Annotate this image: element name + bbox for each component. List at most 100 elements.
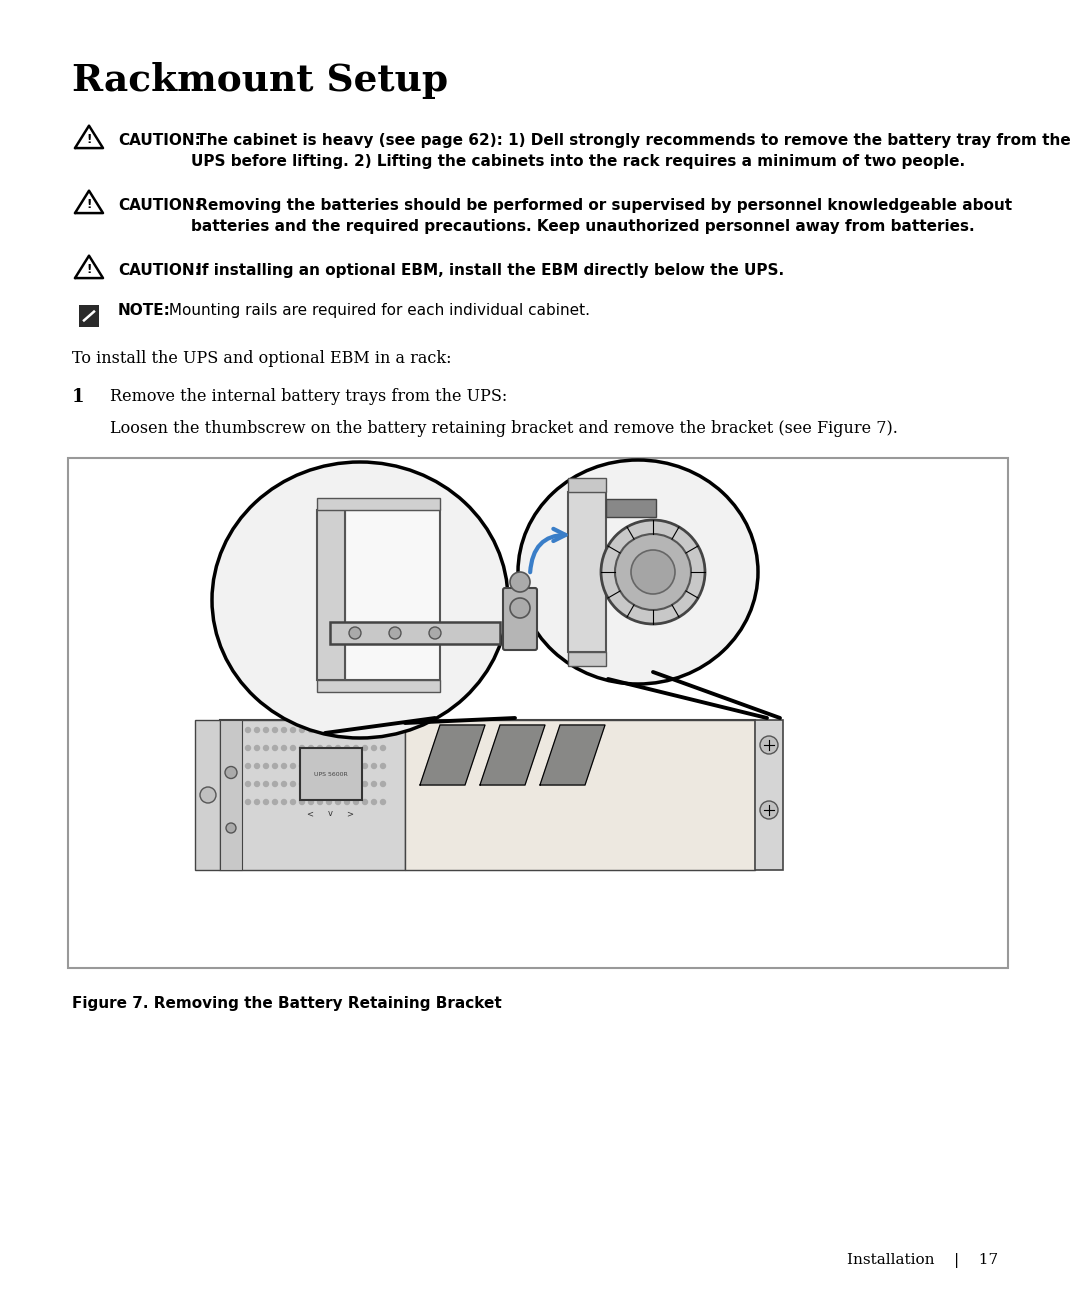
Circle shape [291,764,296,768]
Circle shape [380,728,386,733]
Text: Figure 7. Removing the Battery Retaining Bracket: Figure 7. Removing the Battery Retaining… [72,996,502,1011]
Circle shape [429,627,441,638]
Circle shape [363,799,367,804]
Circle shape [345,746,350,751]
Circle shape [326,764,332,768]
FancyBboxPatch shape [568,492,606,651]
Circle shape [760,736,778,754]
Circle shape [291,728,296,733]
Text: UPS 5600R: UPS 5600R [314,772,348,777]
Circle shape [282,746,286,751]
Circle shape [264,781,269,786]
FancyArrowPatch shape [530,528,566,572]
Circle shape [282,799,286,804]
Text: !: ! [86,132,92,145]
FancyBboxPatch shape [405,720,755,870]
Circle shape [245,764,251,768]
Text: To install the UPS and optional EBM in a rack:: To install the UPS and optional EBM in a… [72,350,451,366]
Circle shape [600,521,705,624]
Text: Rackmount Setup: Rackmount Setup [72,62,448,98]
Circle shape [255,728,259,733]
Circle shape [353,764,359,768]
Text: !: ! [86,198,92,211]
Polygon shape [75,126,103,148]
Circle shape [631,550,675,594]
Text: Removing the batteries should be performed or supervised by personnel knowledgea: Removing the batteries should be perform… [191,198,1012,234]
Circle shape [326,746,332,751]
Circle shape [353,781,359,786]
Circle shape [291,746,296,751]
Circle shape [272,781,278,786]
FancyBboxPatch shape [68,458,1008,967]
Circle shape [380,764,386,768]
Circle shape [336,746,340,751]
FancyBboxPatch shape [195,720,220,870]
Text: >: > [347,809,353,818]
Text: 1: 1 [72,388,84,407]
Circle shape [349,627,361,638]
Text: The cabinet is heavy (see page 62): 1) Dell strongly recommends to remove the ba: The cabinet is heavy (see page 62): 1) D… [191,133,1070,170]
Circle shape [318,764,323,768]
Circle shape [318,728,323,733]
Circle shape [255,764,259,768]
Circle shape [225,767,237,778]
Circle shape [299,746,305,751]
FancyBboxPatch shape [220,720,755,870]
Circle shape [200,787,216,803]
Circle shape [245,728,251,733]
Text: CAUTION:: CAUTION: [118,133,201,148]
Circle shape [353,728,359,733]
Text: !: ! [86,263,92,276]
Circle shape [510,572,530,592]
Circle shape [510,598,530,618]
Circle shape [282,764,286,768]
Text: Remove the internal battery trays from the UPS:: Remove the internal battery trays from t… [110,388,508,405]
Polygon shape [420,725,485,785]
Circle shape [309,799,313,804]
Circle shape [299,728,305,733]
Circle shape [326,781,332,786]
Circle shape [245,781,251,786]
Ellipse shape [212,462,508,738]
Text: <: < [307,809,313,818]
Circle shape [353,746,359,751]
Circle shape [272,746,278,751]
Ellipse shape [518,460,758,684]
Circle shape [291,781,296,786]
Text: CAUTION:: CAUTION: [118,198,201,212]
Circle shape [326,728,332,733]
FancyBboxPatch shape [318,499,440,510]
Circle shape [380,781,386,786]
Circle shape [299,764,305,768]
Circle shape [345,781,350,786]
FancyBboxPatch shape [318,510,345,680]
Circle shape [372,799,377,804]
Circle shape [309,781,313,786]
Text: Mounting rails are required for each individual cabinet.: Mounting rails are required for each ind… [164,303,590,319]
FancyBboxPatch shape [568,651,606,666]
FancyBboxPatch shape [79,306,99,328]
FancyBboxPatch shape [330,622,500,644]
Polygon shape [540,725,605,785]
FancyBboxPatch shape [220,720,242,870]
Circle shape [282,728,286,733]
Circle shape [264,799,269,804]
Text: NOTE:: NOTE: [118,303,171,319]
Text: v: v [327,809,333,818]
Text: Installation    |    17: Installation | 17 [847,1254,998,1268]
FancyBboxPatch shape [606,499,656,517]
Circle shape [372,764,377,768]
Circle shape [336,764,340,768]
Circle shape [272,764,278,768]
Circle shape [363,781,367,786]
Circle shape [372,728,377,733]
Circle shape [345,728,350,733]
Circle shape [389,627,401,638]
FancyBboxPatch shape [503,588,537,650]
Circle shape [272,799,278,804]
Circle shape [345,799,350,804]
Circle shape [255,746,259,751]
FancyBboxPatch shape [345,510,440,680]
Circle shape [291,799,296,804]
Circle shape [245,799,251,804]
